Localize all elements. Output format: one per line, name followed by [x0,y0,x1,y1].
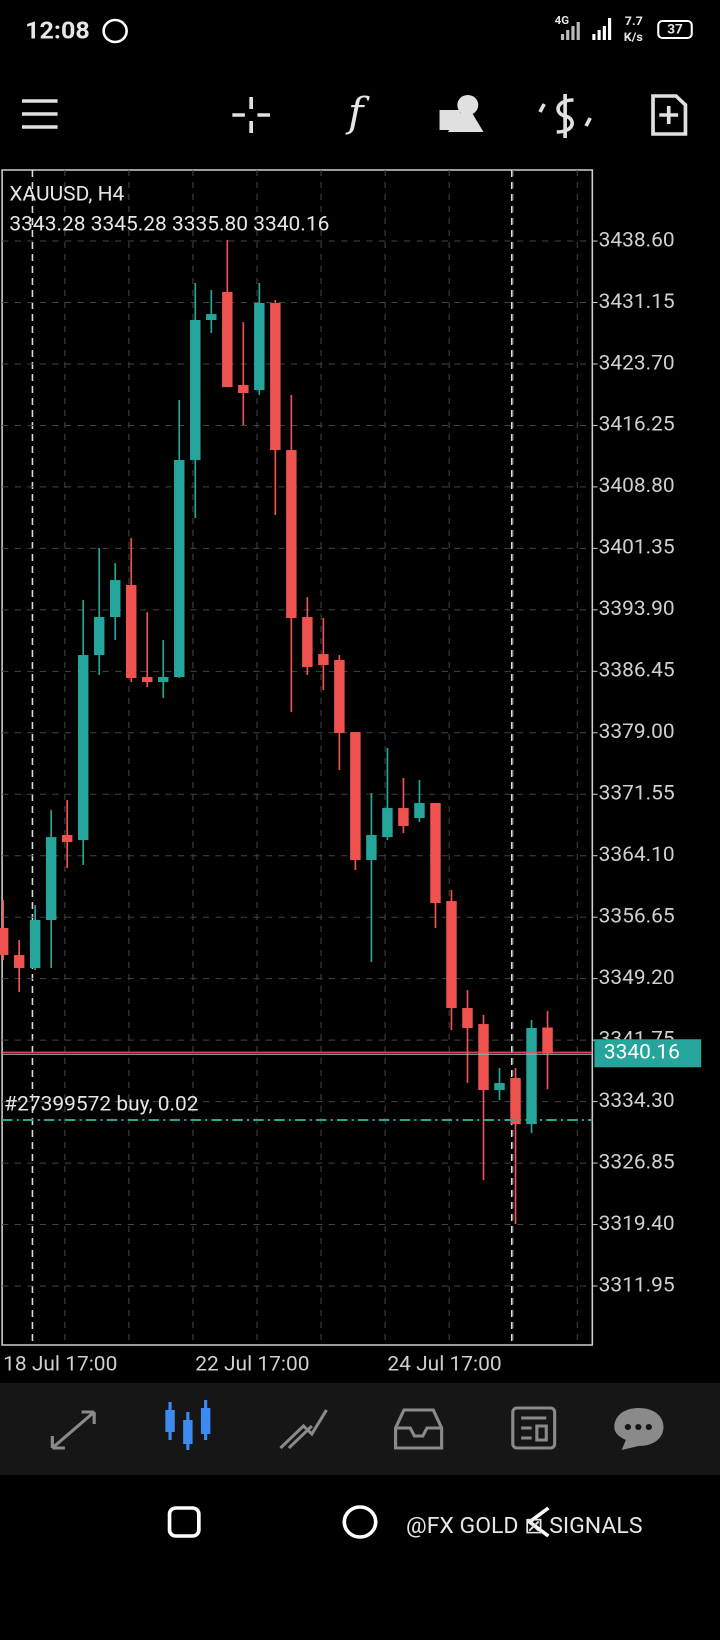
candle-body [510,1078,521,1125]
watermark: @FX GOLD ⊠ SIGNALS [406,1513,642,1538]
y-tick-label: 3431.15 [599,289,675,312]
bottom-nav [0,1383,720,1475]
chat-tab[interactable] [614,1408,664,1450]
candle-body [206,314,217,320]
order-label: #27399572 buy, 0.02 [4,1092,198,1115]
candle-body [238,385,249,394]
y-tick-label: 3393.90 [599,597,675,620]
x-tick-label: 18 Jul 17:00 [3,1352,117,1375]
candle-body [29,920,41,969]
chart-tab[interactable] [165,1400,211,1450]
candle-body [478,1024,489,1091]
y-tick-label: 3408.80 [599,474,675,497]
ohlc: 3343.28 3345.28 3335.80 3340.16 [9,212,329,235]
y-tick-label: 3349.20 [599,965,675,988]
objects-button[interactable] [439,95,484,132]
recents-button[interactable] [167,1506,201,1538]
x-tick-label: 24 Jul 17:00 [387,1352,501,1375]
candle-body [142,677,153,683]
chart-frame [1,169,594,1346]
candle-body [77,655,89,841]
home-button[interactable] [342,1505,378,1539]
y-tick-label: 3379.00 [599,720,675,743]
y-tick-label: 3416.25 [599,412,675,435]
x-tick-label: 22 Jul 17:00 [195,1352,309,1375]
battery-level: 37 [667,23,683,38]
battery [657,20,693,39]
candle-body [302,617,313,668]
whatsapp-icon [102,18,128,44]
candle-body [414,803,425,819]
back-button[interactable] [526,1506,550,1538]
trade-button[interactable] [538,94,592,138]
clock: 12:08 [25,16,90,44]
symbol: XAUUSD, H4 [9,182,124,205]
speed: 7.7 [625,14,643,28]
candle-body [13,955,25,969]
candle-body [286,450,297,619]
menu-button[interactable] [21,99,58,129]
signal-icons [560,18,612,40]
candle-body [158,677,169,683]
plot: 3438.60 3431.15 3423.70 3416.25 3408.80 3401.… [0,228,702,1296]
candle-body [174,460,185,678]
y-tick-label: 3438.60 [599,228,675,251]
y-tick-label: 3364.10 [599,842,675,865]
crosshair-button[interactable] [232,97,270,133]
network: 4G [555,14,570,27]
y-tick-label: 3401.35 [599,535,675,558]
candle-body [494,1083,505,1091]
candle-body [222,292,233,388]
price-tag [594,1039,702,1068]
new-order-button[interactable] [651,94,688,136]
candle-body [190,320,201,461]
candle-body [382,808,393,838]
candle-body [462,1008,473,1029]
y-tick-label: 3371.55 [599,781,675,804]
y-tick-label: 3334.30 [599,1088,675,1111]
candle-body [318,654,329,666]
y-tick-label: 3386.45 [599,658,675,681]
y-tick-label: 3356.65 [599,904,675,927]
trade-tab[interactable] [279,1409,328,1450]
candle-body [109,580,121,618]
y-tick-label: 3423.70 [599,351,675,374]
candle-body [350,732,361,861]
candle-body [0,928,9,956]
candle-body [542,1027,553,1054]
price-tag-label: 3340.16 [604,1040,680,1063]
quotes-tab[interactable] [50,1410,96,1450]
speed-unit: K/s [624,30,643,44]
y-tick-label: 3319.40 [599,1211,675,1234]
candle-body [254,303,265,391]
news-tab[interactable] [511,1406,557,1450]
candle-body [366,835,377,861]
y-tick-label: 3326.85 [599,1150,675,1173]
candle-body [526,1028,537,1125]
candle-body [45,837,57,920]
candle-body [270,303,281,451]
candle-body [93,617,105,656]
candle-body [430,803,441,904]
candle-body [61,835,73,843]
history-tab[interactable] [394,1408,444,1450]
candle-body [126,585,137,679]
y-tick-label: 3311.95 [599,1273,675,1296]
candle-body [446,901,457,1009]
candle-body [398,808,409,827]
candle-body [334,660,345,734]
